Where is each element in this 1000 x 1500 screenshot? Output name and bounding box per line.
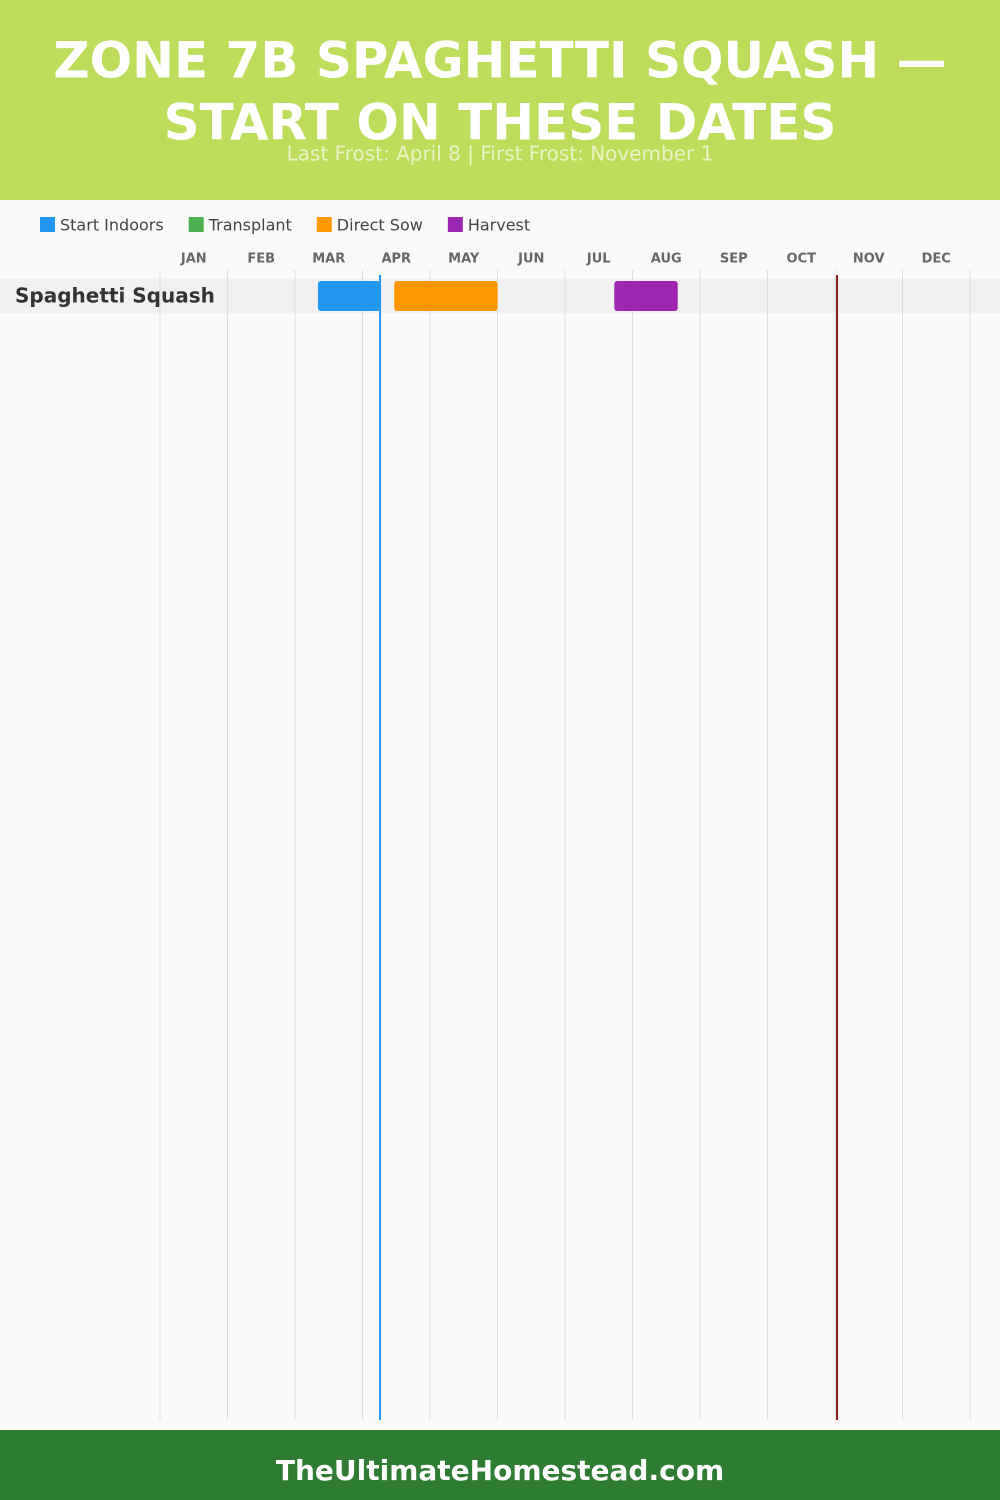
- footer-bar: [0, 1430, 1000, 1500]
- legend-swatch: [447, 217, 463, 232]
- month-label: MAY: [448, 252, 480, 267]
- row-band: [0, 279, 1000, 313]
- month-label: APR: [381, 252, 411, 267]
- month-label: NOV: [853, 252, 885, 267]
- header: [0, 0, 1000, 200]
- legend-swatch: [316, 217, 332, 232]
- legend-swatch: [188, 217, 204, 232]
- month-label: DEC: [922, 252, 951, 267]
- month-label: OCT: [787, 252, 817, 267]
- bar: [317, 281, 381, 311]
- month-label: FEB: [247, 252, 275, 267]
- month-label: JAN: [180, 252, 207, 267]
- month-label: MAR: [312, 252, 345, 267]
- row-label: Spaghetti Squash: [15, 284, 215, 308]
- title-line: ZONE 7B SPAGHETTI SQUASH —: [53, 32, 946, 90]
- subtitle: Last Frost: April 8 | First Frost: Novem…: [287, 142, 714, 166]
- month-label: AUG: [651, 252, 682, 267]
- legend-label: Harvest: [468, 216, 530, 235]
- bar: [614, 281, 678, 311]
- footer: TheUltimateHomestead.com: [276, 1454, 724, 1487]
- title-line: START ON THESE DATES: [164, 94, 837, 152]
- month-label: SEP: [720, 252, 748, 267]
- legend-label: Start Indoors: [60, 216, 164, 235]
- legend-label: Direct Sow: [337, 216, 423, 235]
- bar: [394, 281, 498, 311]
- month-label: JUN: [517, 252, 544, 267]
- month-label: JUL: [586, 252, 611, 267]
- legend-label: Transplant: [208, 216, 292, 235]
- legend-swatch: [40, 217, 55, 232]
